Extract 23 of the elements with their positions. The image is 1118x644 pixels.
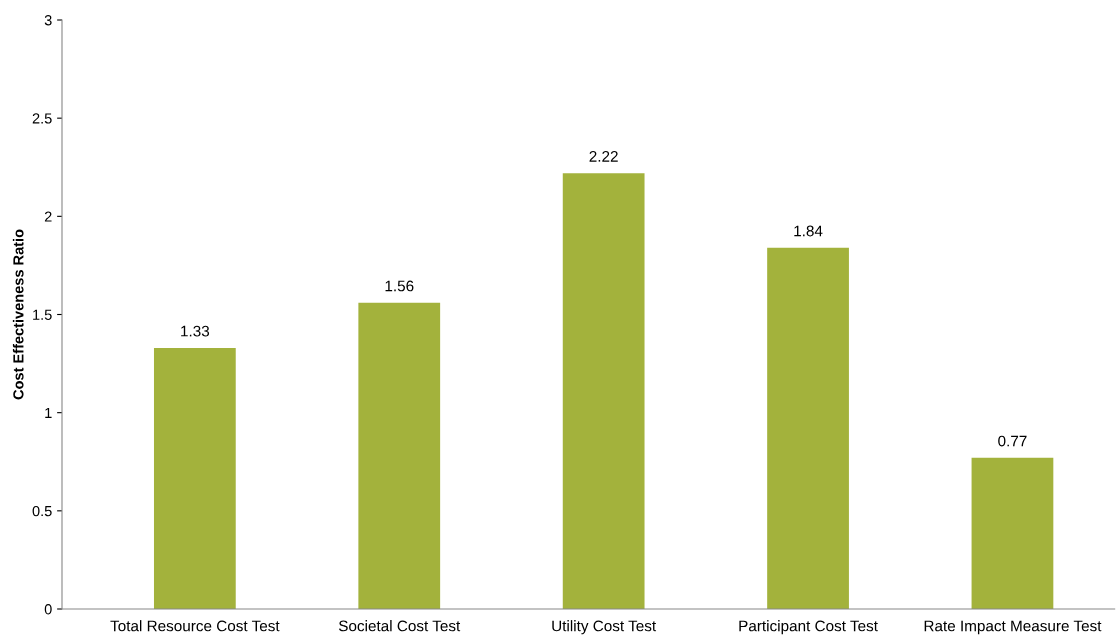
data-label: 1.33	[181, 325, 210, 337]
bar	[971, 457, 1054, 609]
y-tick-label: 2.5	[32, 113, 52, 124]
bar	[767, 247, 849, 609]
data-label: 1.84	[794, 225, 823, 237]
x-tick-label: Total Resource Cost Test	[110, 620, 280, 632]
data-label: 2.22	[589, 150, 618, 162]
y-tick-label: 0	[44, 604, 52, 615]
bar	[358, 302, 441, 609]
y-tick-label: 3	[44, 15, 52, 26]
x-tick-label: Participant Cost Test	[739, 620, 878, 635]
x-tick-label: Rate Impact Measure Test	[924, 620, 1102, 635]
data-label: 0.77	[998, 435, 1027, 447]
y-tick-label: 1.5	[33, 309, 52, 320]
data-label: 1.56	[385, 280, 414, 292]
bar	[153, 347, 236, 609]
x-tick-label: Utility Cost Test	[552, 620, 657, 635]
y-tick-label: 1	[45, 407, 52, 418]
bar	[562, 173, 645, 609]
y-tick-label: 2	[44, 211, 52, 222]
y-axis-title: Cost Effectiveness Ratio	[12, 229, 24, 400]
y-tick-label: 0.5	[32, 505, 52, 517]
x-tick-label: Societal Cost Test	[338, 620, 461, 632]
